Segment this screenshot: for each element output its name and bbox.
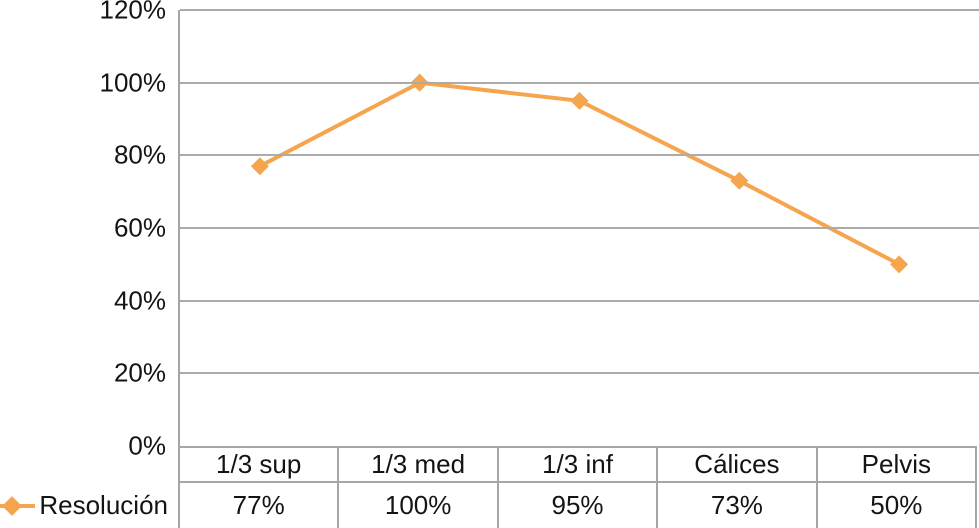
plot-area [178,9,979,446]
y-tick-label: 40% [113,285,166,316]
value-cell: 50% [818,483,978,528]
value-row: 77% 100% 95% 73% 50% [178,483,978,528]
y-tick-label: 100% [99,67,167,98]
category-cell: Pelvis [818,448,978,481]
series-label: Resolución [39,490,168,520]
gridline [180,227,979,229]
series-diamond-marker-icon [0,495,36,516]
value-cell: 95% [499,483,659,528]
category-cell: 1/3 med [339,448,499,481]
data-table: 1/3 sup 1/3 med 1/3 inf Cálices Pelvis 77% 10… [178,446,978,528]
y-tick-label: 60% [113,212,166,243]
legend: Resolución [0,483,176,528]
y-tick-label: 20% [113,357,166,388]
gridline [180,299,979,302]
category-cell: 1/3 inf [499,448,659,481]
y-tick-label: 0% [128,430,166,461]
gridline [180,9,979,11]
value-cell: 100% [339,483,499,528]
data-point-diamond [890,255,909,274]
y-tick-label: 80% [113,139,166,170]
category-row: 1/3 sup 1/3 med 1/3 inf Cálices Pelvis [178,446,978,483]
legend-diamond-icon [2,495,23,516]
value-cell: 73% [658,483,818,528]
data-point-diamond [730,171,749,190]
y-tick-label: 120% [99,0,167,25]
category-cell: 1/3 sup [178,448,340,481]
data-point-diamond [570,91,589,110]
gridline [180,154,979,157]
value-cell: 77% [178,483,340,528]
series-polyline [258,80,901,267]
gridline [180,81,979,84]
category-cell: Cálices [658,448,818,481]
data-point-diamond [250,157,269,176]
gridline [180,372,979,375]
